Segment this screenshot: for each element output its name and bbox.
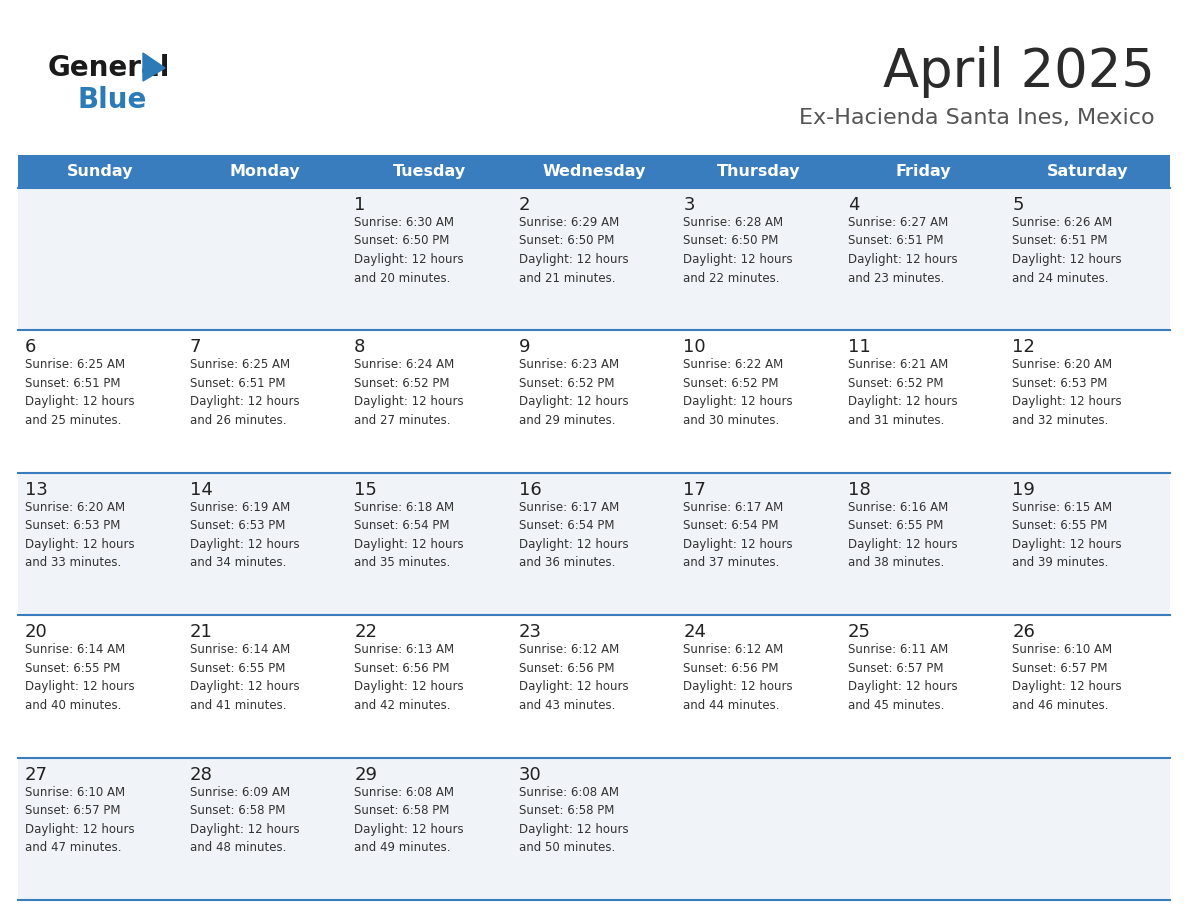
Text: 9: 9 [519, 339, 530, 356]
Text: Sunrise: 6:29 AM
Sunset: 6:50 PM
Daylight: 12 hours
and 21 minutes.: Sunrise: 6:29 AM Sunset: 6:50 PM Dayligh… [519, 216, 628, 285]
Text: 21: 21 [190, 623, 213, 641]
Text: Sunrise: 6:21 AM
Sunset: 6:52 PM
Daylight: 12 hours
and 31 minutes.: Sunrise: 6:21 AM Sunset: 6:52 PM Dayligh… [848, 358, 958, 427]
Text: 16: 16 [519, 481, 542, 498]
Text: Sunrise: 6:08 AM
Sunset: 6:58 PM
Daylight: 12 hours
and 49 minutes.: Sunrise: 6:08 AM Sunset: 6:58 PM Dayligh… [354, 786, 463, 854]
Text: Tuesday: Tuesday [393, 164, 466, 179]
Text: Sunrise: 6:13 AM
Sunset: 6:56 PM
Daylight: 12 hours
and 42 minutes.: Sunrise: 6:13 AM Sunset: 6:56 PM Dayligh… [354, 644, 463, 711]
Text: 8: 8 [354, 339, 366, 356]
FancyBboxPatch shape [18, 473, 1170, 615]
Text: 19: 19 [1012, 481, 1035, 498]
Text: Sunrise: 6:23 AM
Sunset: 6:52 PM
Daylight: 12 hours
and 29 minutes.: Sunrise: 6:23 AM Sunset: 6:52 PM Dayligh… [519, 358, 628, 427]
Text: Sunrise: 6:09 AM
Sunset: 6:58 PM
Daylight: 12 hours
and 48 minutes.: Sunrise: 6:09 AM Sunset: 6:58 PM Dayligh… [190, 786, 299, 854]
Text: Wednesday: Wednesday [542, 164, 646, 179]
Text: Sunrise: 6:17 AM
Sunset: 6:54 PM
Daylight: 12 hours
and 37 minutes.: Sunrise: 6:17 AM Sunset: 6:54 PM Dayligh… [683, 501, 792, 569]
Text: Sunrise: 6:28 AM
Sunset: 6:50 PM
Daylight: 12 hours
and 22 minutes.: Sunrise: 6:28 AM Sunset: 6:50 PM Dayligh… [683, 216, 792, 285]
FancyBboxPatch shape [1005, 155, 1170, 188]
Text: Sunrise: 6:20 AM
Sunset: 6:53 PM
Daylight: 12 hours
and 33 minutes.: Sunrise: 6:20 AM Sunset: 6:53 PM Dayligh… [25, 501, 134, 569]
Text: Sunrise: 6:30 AM
Sunset: 6:50 PM
Daylight: 12 hours
and 20 minutes.: Sunrise: 6:30 AM Sunset: 6:50 PM Dayligh… [354, 216, 463, 285]
Text: 29: 29 [354, 766, 377, 784]
Text: 10: 10 [683, 339, 706, 356]
Text: Thursday: Thursday [716, 164, 801, 179]
Text: Friday: Friday [896, 164, 950, 179]
Text: Sunrise: 6:20 AM
Sunset: 6:53 PM
Daylight: 12 hours
and 32 minutes.: Sunrise: 6:20 AM Sunset: 6:53 PM Dayligh… [1012, 358, 1121, 427]
Text: 1: 1 [354, 196, 366, 214]
Text: 17: 17 [683, 481, 706, 498]
Text: 25: 25 [848, 623, 871, 641]
Text: Sunrise: 6:08 AM
Sunset: 6:58 PM
Daylight: 12 hours
and 50 minutes.: Sunrise: 6:08 AM Sunset: 6:58 PM Dayligh… [519, 786, 628, 854]
Text: Sunrise: 6:12 AM
Sunset: 6:56 PM
Daylight: 12 hours
and 43 minutes.: Sunrise: 6:12 AM Sunset: 6:56 PM Dayligh… [519, 644, 628, 711]
FancyBboxPatch shape [512, 155, 676, 188]
Text: 5: 5 [1012, 196, 1024, 214]
FancyBboxPatch shape [18, 188, 1170, 330]
Text: Sunrise: 6:18 AM
Sunset: 6:54 PM
Daylight: 12 hours
and 35 minutes.: Sunrise: 6:18 AM Sunset: 6:54 PM Dayligh… [354, 501, 463, 569]
Text: Saturday: Saturday [1047, 164, 1129, 179]
Text: Sunrise: 6:27 AM
Sunset: 6:51 PM
Daylight: 12 hours
and 23 minutes.: Sunrise: 6:27 AM Sunset: 6:51 PM Dayligh… [848, 216, 958, 285]
Text: Sunrise: 6:25 AM
Sunset: 6:51 PM
Daylight: 12 hours
and 26 minutes.: Sunrise: 6:25 AM Sunset: 6:51 PM Dayligh… [190, 358, 299, 427]
Text: 22: 22 [354, 623, 377, 641]
Text: Sunday: Sunday [67, 164, 133, 179]
Text: 18: 18 [848, 481, 871, 498]
FancyBboxPatch shape [347, 155, 512, 188]
Text: Sunrise: 6:26 AM
Sunset: 6:51 PM
Daylight: 12 hours
and 24 minutes.: Sunrise: 6:26 AM Sunset: 6:51 PM Dayligh… [1012, 216, 1121, 285]
Text: Sunrise: 6:24 AM
Sunset: 6:52 PM
Daylight: 12 hours
and 27 minutes.: Sunrise: 6:24 AM Sunset: 6:52 PM Dayligh… [354, 358, 463, 427]
FancyBboxPatch shape [18, 155, 183, 188]
Text: 14: 14 [190, 481, 213, 498]
FancyBboxPatch shape [183, 155, 347, 188]
Text: 3: 3 [683, 196, 695, 214]
Text: 23: 23 [519, 623, 542, 641]
Text: Sunrise: 6:12 AM
Sunset: 6:56 PM
Daylight: 12 hours
and 44 minutes.: Sunrise: 6:12 AM Sunset: 6:56 PM Dayligh… [683, 644, 792, 711]
Text: 30: 30 [519, 766, 542, 784]
Text: 20: 20 [25, 623, 48, 641]
Text: Sunrise: 6:19 AM
Sunset: 6:53 PM
Daylight: 12 hours
and 34 minutes.: Sunrise: 6:19 AM Sunset: 6:53 PM Dayligh… [190, 501, 299, 569]
Text: 15: 15 [354, 481, 377, 498]
Text: 2: 2 [519, 196, 530, 214]
Text: Sunrise: 6:22 AM
Sunset: 6:52 PM
Daylight: 12 hours
and 30 minutes.: Sunrise: 6:22 AM Sunset: 6:52 PM Dayligh… [683, 358, 792, 427]
FancyBboxPatch shape [18, 757, 1170, 900]
Text: 7: 7 [190, 339, 201, 356]
Text: Sunrise: 6:11 AM
Sunset: 6:57 PM
Daylight: 12 hours
and 45 minutes.: Sunrise: 6:11 AM Sunset: 6:57 PM Dayligh… [848, 644, 958, 711]
Text: Sunrise: 6:15 AM
Sunset: 6:55 PM
Daylight: 12 hours
and 39 minutes.: Sunrise: 6:15 AM Sunset: 6:55 PM Dayligh… [1012, 501, 1121, 569]
FancyBboxPatch shape [18, 615, 1170, 757]
Polygon shape [143, 53, 165, 81]
Text: 28: 28 [190, 766, 213, 784]
FancyBboxPatch shape [841, 155, 1005, 188]
Text: 13: 13 [25, 481, 48, 498]
Text: Sunrise: 6:14 AM
Sunset: 6:55 PM
Daylight: 12 hours
and 40 minutes.: Sunrise: 6:14 AM Sunset: 6:55 PM Dayligh… [25, 644, 134, 711]
Text: 11: 11 [848, 339, 871, 356]
Text: Sunrise: 6:10 AM
Sunset: 6:57 PM
Daylight: 12 hours
and 46 minutes.: Sunrise: 6:10 AM Sunset: 6:57 PM Dayligh… [1012, 644, 1121, 711]
Text: General: General [48, 54, 170, 82]
Text: Sunrise: 6:10 AM
Sunset: 6:57 PM
Daylight: 12 hours
and 47 minutes.: Sunrise: 6:10 AM Sunset: 6:57 PM Dayligh… [25, 786, 134, 854]
Text: Sunrise: 6:17 AM
Sunset: 6:54 PM
Daylight: 12 hours
and 36 minutes.: Sunrise: 6:17 AM Sunset: 6:54 PM Dayligh… [519, 501, 628, 569]
Text: 27: 27 [25, 766, 48, 784]
Text: Ex-Hacienda Santa Ines, Mexico: Ex-Hacienda Santa Ines, Mexico [800, 108, 1155, 128]
Text: April 2025: April 2025 [883, 46, 1155, 98]
Text: 12: 12 [1012, 339, 1035, 356]
FancyBboxPatch shape [18, 330, 1170, 473]
Text: Blue: Blue [78, 86, 147, 114]
Text: Monday: Monday [229, 164, 301, 179]
Text: 4: 4 [848, 196, 859, 214]
Text: 26: 26 [1012, 623, 1035, 641]
Text: 6: 6 [25, 339, 37, 356]
Text: Sunrise: 6:14 AM
Sunset: 6:55 PM
Daylight: 12 hours
and 41 minutes.: Sunrise: 6:14 AM Sunset: 6:55 PM Dayligh… [190, 644, 299, 711]
Text: Sunrise: 6:16 AM
Sunset: 6:55 PM
Daylight: 12 hours
and 38 minutes.: Sunrise: 6:16 AM Sunset: 6:55 PM Dayligh… [848, 501, 958, 569]
Text: Sunrise: 6:25 AM
Sunset: 6:51 PM
Daylight: 12 hours
and 25 minutes.: Sunrise: 6:25 AM Sunset: 6:51 PM Dayligh… [25, 358, 134, 427]
Text: 24: 24 [683, 623, 707, 641]
FancyBboxPatch shape [676, 155, 841, 188]
